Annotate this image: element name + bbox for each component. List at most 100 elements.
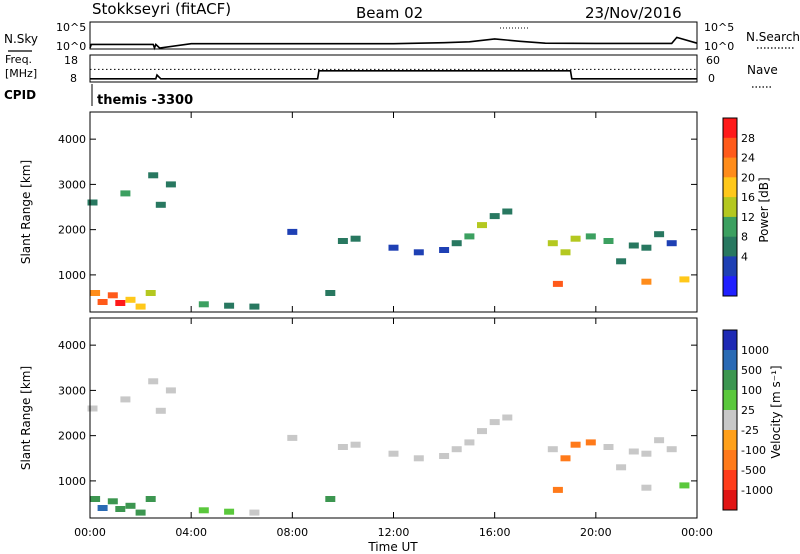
velocity-point	[135, 509, 146, 516]
velocity-point	[666, 446, 677, 453]
power-point	[337, 238, 348, 244]
freq-tick-bottom: 8	[70, 72, 77, 85]
velocity-point	[388, 450, 399, 457]
x-tick-label: 08:00	[276, 526, 308, 539]
station-title: Stokkseyri (fitACF)	[92, 0, 231, 18]
velocity-point	[560, 455, 571, 462]
power-point	[641, 244, 652, 251]
velocity-point	[107, 498, 118, 505]
velocity-colorbar-label: Velocity [m s⁻¹]	[769, 365, 783, 458]
power-panel-bg	[90, 112, 697, 312]
velocity-point	[115, 506, 126, 512]
velocity-ytick-label: 3000	[58, 384, 86, 397]
x-tick-label: 00:00	[74, 526, 106, 539]
x-tick-label: 20:00	[580, 526, 612, 539]
velocity-point	[603, 444, 614, 450]
nsearch-label: N.Search	[746, 30, 800, 44]
velocity-colorbar-tick: -25	[741, 424, 759, 437]
power-point	[115, 300, 126, 306]
power-point	[547, 240, 558, 247]
power-point	[135, 303, 146, 310]
power-point	[148, 172, 159, 179]
velocity-point	[97, 505, 108, 511]
velocity-point	[165, 387, 176, 394]
power-colorbar-segment	[723, 137, 737, 159]
freq-series	[90, 68, 697, 80]
velocity-point	[585, 439, 596, 446]
velocity-colorbar-frame	[722, 329, 738, 511]
power-point	[666, 240, 677, 247]
velocity-ytick-label: 2000	[58, 430, 86, 443]
power-colorbar-tick: 24	[741, 152, 755, 165]
velocity-point	[337, 444, 348, 450]
nave-label: Nave	[747, 63, 778, 77]
velocity-point	[125, 502, 136, 509]
cpid-label: CPID	[4, 88, 36, 102]
power-colorbar-tick: 12	[741, 211, 755, 224]
power-point	[679, 276, 690, 283]
velocity-colorbar-segment	[723, 490, 737, 511]
power-point	[560, 249, 571, 256]
velocity-point	[439, 453, 450, 459]
velocity-point	[477, 428, 487, 435]
nave-tick-top: 60	[706, 54, 720, 67]
velocity-colorbar-segment	[723, 430, 737, 451]
velocity-colorbar-tick: -100	[741, 444, 766, 457]
power-point	[287, 228, 298, 235]
nsearch-tick-top: 10^5	[704, 21, 734, 34]
power-colorbar-label: Power [dB]	[757, 177, 771, 242]
velocity-colorbar-tick: 100	[741, 384, 762, 397]
velocity-point	[413, 455, 424, 462]
velocity-ylabel: Slant Range [km]	[19, 366, 33, 470]
power-colorbar-frame	[722, 117, 738, 297]
velocity-colorbar-tick: -1000	[741, 484, 773, 497]
velocity-point	[464, 439, 475, 446]
nave-tick-bottom: 0	[708, 72, 715, 85]
velocity-colorbar-segment	[723, 330, 737, 351]
velocity-point	[198, 507, 209, 514]
power-ytick-label: 4000	[58, 133, 86, 146]
power-colorbar-segment	[723, 177, 737, 198]
x-tick-label: 12:00	[378, 526, 410, 539]
power-colorbar-tick: 8	[741, 231, 748, 244]
velocity-point	[90, 496, 101, 502]
velocity-point	[87, 405, 98, 412]
cpid-value: themis -3300	[97, 93, 193, 108]
velocity-point	[489, 419, 500, 426]
power-colorbar-segment	[723, 236, 737, 257]
velocity-point	[641, 450, 652, 457]
velocity-colorbar-tick: 1000	[741, 344, 769, 357]
power-point	[451, 240, 462, 247]
x-tick-label: 04:00	[175, 526, 207, 539]
velocity-point	[325, 496, 336, 502]
power-point	[413, 249, 424, 256]
x-axis-title: Time UT	[367, 540, 418, 554]
x-tick-label: 00:00	[681, 526, 713, 539]
power-point	[145, 290, 156, 296]
nave-line	[90, 70, 697, 80]
velocity-point	[616, 464, 627, 471]
velocity-point	[641, 484, 652, 491]
power-point	[477, 222, 487, 229]
power-colorbar-segment	[723, 157, 737, 178]
power-axes: 1000 2000 3000 4000	[58, 112, 698, 312]
power-point	[107, 292, 118, 299]
velocity-point	[547, 446, 558, 453]
nsky-tick-bottom: 10^0	[56, 40, 86, 53]
nsky-series	[89, 27, 698, 51]
power-ytick-label: 2000	[58, 224, 86, 237]
velocity-colorbar-tick: 25	[741, 404, 755, 417]
power-point	[641, 278, 652, 285]
x-tick-labels: 00:00 04:00 08:00 12:00 16:00 20:00 00:00	[74, 526, 713, 539]
nsky-label: N.Sky	[4, 32, 38, 46]
velocity-colorbar-segment	[723, 350, 737, 371]
date-title: 23/Nov/2016	[585, 4, 682, 22]
velocity-colorbar: 1000 500 100 25 -25 -100 -500 -1000	[722, 329, 773, 511]
velocity-scatter	[87, 378, 690, 516]
velocity-point	[679, 482, 690, 489]
power-colorbar-segment	[723, 256, 737, 277]
nsky-tick-top: 10^5	[56, 21, 86, 34]
power-colorbar: 28 24 20 16 12 8 4	[722, 117, 755, 297]
power-point	[198, 301, 209, 308]
power-colorbar-tick: 4	[741, 250, 748, 263]
